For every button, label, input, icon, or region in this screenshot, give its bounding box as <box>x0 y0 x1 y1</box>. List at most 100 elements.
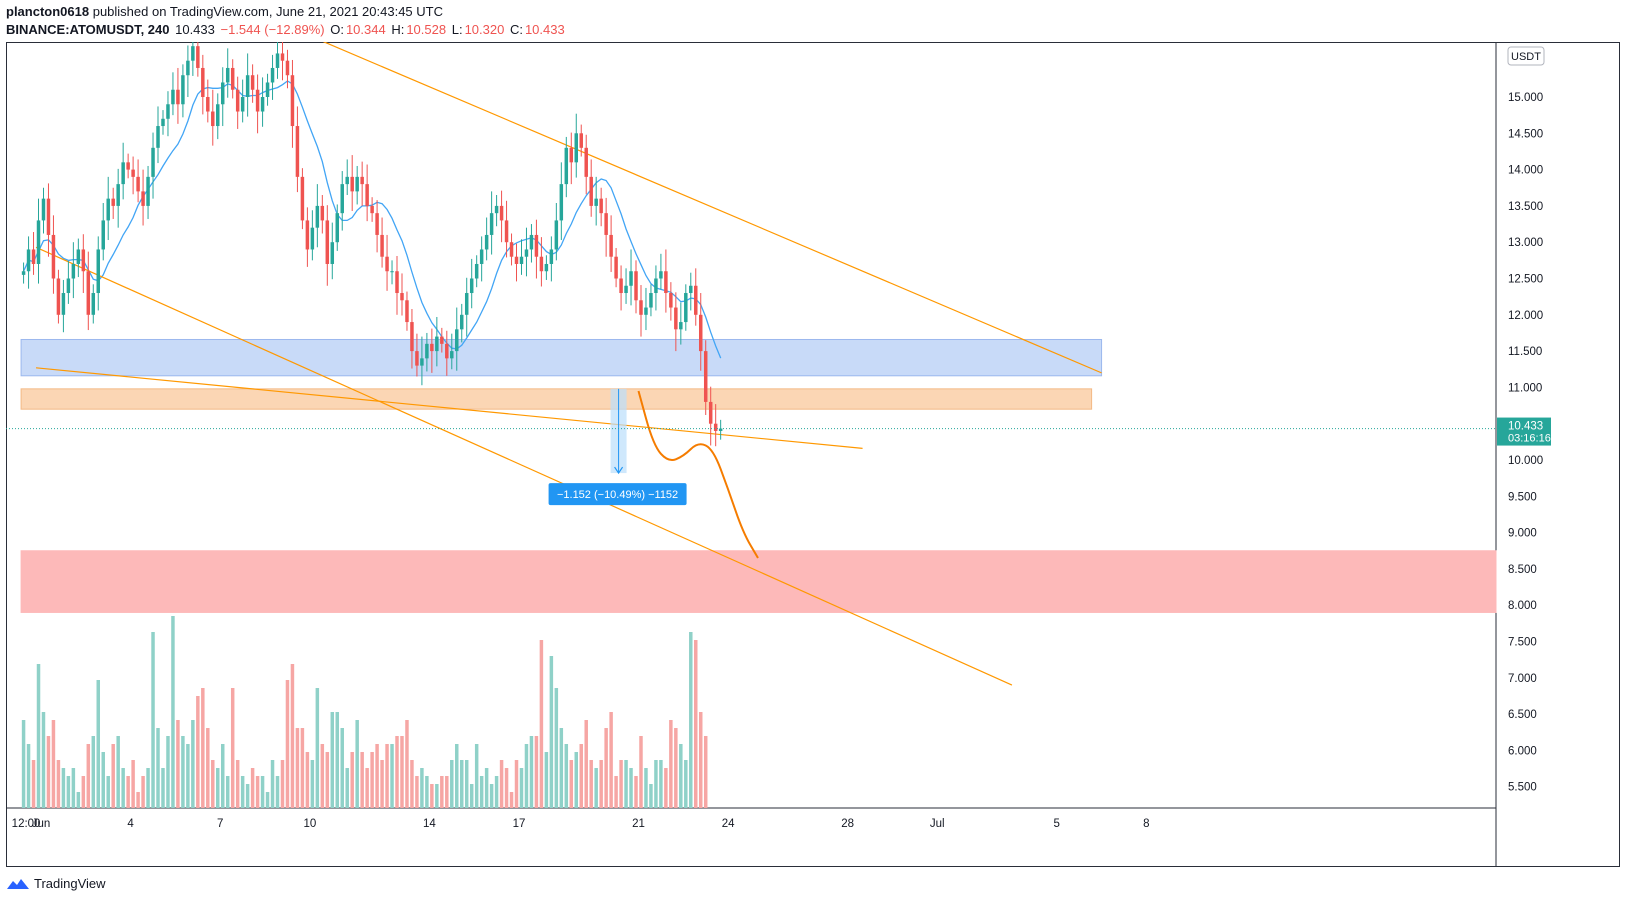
candle-body <box>584 147 588 177</box>
candle-body <box>240 97 245 112</box>
volume-bar <box>96 680 101 808</box>
unit-badge[interactable]: USDT <box>1507 46 1545 66</box>
volume-bar <box>146 768 150 808</box>
candle-body <box>509 242 514 257</box>
volume-bar <box>564 744 569 808</box>
volume-bar <box>196 696 200 808</box>
volume-bar <box>191 720 195 808</box>
low-value: 10.320 <box>464 22 505 37</box>
candle-body <box>71 263 76 279</box>
time-tick-label: 12:00 <box>12 818 41 830</box>
candle-body <box>554 220 559 250</box>
volume-bar <box>61 768 66 808</box>
candle-body <box>629 271 633 286</box>
candle-body <box>260 97 265 112</box>
tradingview-footer[interactable]: TradingView <box>6 876 106 891</box>
volume-bar <box>201 688 205 808</box>
volume-bar <box>669 720 673 808</box>
zone-target-red <box>20 550 1497 613</box>
volume-bar <box>290 664 295 808</box>
price-chart[interactable]: −1.152 (−10.49%) −1152 15.000 14.500 14.00… <box>6 42 1620 867</box>
candle-body <box>56 278 61 315</box>
candle-body <box>216 104 220 127</box>
candle-body <box>440 336 444 344</box>
volume-bar <box>166 736 170 808</box>
volume-bar <box>345 768 349 808</box>
volume-bar <box>569 760 574 808</box>
trendline-upper-descending <box>322 42 1102 374</box>
volume-bar <box>66 776 71 808</box>
candle-body <box>220 82 225 105</box>
volume-bar <box>36 664 41 808</box>
volume-bar <box>609 712 613 808</box>
price-tick-label: 14.000 <box>1508 165 1543 177</box>
volume-bar <box>494 776 499 808</box>
price-axis[interactable]: 15.000 14.500 14.000 13.500 13.000 12.500 12.0… <box>1497 92 1551 794</box>
candle-body <box>464 293 469 315</box>
candle-body <box>619 278 623 294</box>
candle-body <box>494 205 499 214</box>
volume-bar <box>131 760 135 808</box>
volume-bar <box>445 776 449 808</box>
volume-bar <box>240 776 245 808</box>
volume-bar <box>654 760 658 808</box>
volume-bar <box>260 776 265 808</box>
candle-body <box>649 293 653 308</box>
candle-body <box>171 89 175 105</box>
volume-bar <box>698 712 703 808</box>
author-name[interactable]: plancton0618 <box>6 4 90 19</box>
candle-body <box>664 271 668 294</box>
candle-body <box>66 278 71 294</box>
candle-body <box>275 53 280 68</box>
ohlc-legend: BINANCE:ATOMUSDT, 240 10.433 −1.544 (−12… <box>6 21 567 39</box>
candle-body <box>614 256 618 279</box>
candle-body <box>141 191 145 206</box>
candle-body <box>529 234 534 250</box>
candle-body <box>604 213 608 235</box>
zone-support-orange <box>20 388 1093 410</box>
candle-body <box>290 75 295 127</box>
volume-bar <box>91 736 96 808</box>
chart-border <box>6 42 1620 867</box>
volume-bar <box>220 744 225 808</box>
candle-body <box>121 162 125 185</box>
volume-bar <box>171 616 175 808</box>
candle-body <box>230 67 235 90</box>
candle-body <box>136 176 140 192</box>
candle-body <box>191 46 195 61</box>
measure-arrowhead <box>614 466 624 475</box>
volume-bar <box>305 752 310 808</box>
trendline-horizontal-support <box>35 367 863 449</box>
volume-bar <box>161 768 165 808</box>
price-tick-label: 13.000 <box>1508 237 1543 249</box>
volume-bar <box>51 720 56 808</box>
candle-body <box>36 220 41 264</box>
candle-body <box>405 300 409 323</box>
candle-body <box>390 271 394 273</box>
volume-bar <box>684 760 688 808</box>
volume-bar <box>255 776 260 808</box>
symbol-label[interactable]: BINANCE:ATOMUSDT, 240 <box>6 22 170 37</box>
volume-bar <box>86 744 91 808</box>
volume-bar <box>151 632 155 808</box>
volume-bar <box>116 736 120 808</box>
tradingview-brand: TradingView <box>34 876 106 891</box>
annotations[interactable]: −1.152 (−10.49%) −1152 <box>6 388 1496 559</box>
volume-bar <box>524 744 529 808</box>
volume-bar <box>440 776 444 808</box>
candle-body <box>255 89 260 112</box>
time-tick-label: 7 <box>217 818 223 830</box>
candle-body <box>534 234 539 257</box>
volume-bar <box>694 640 698 808</box>
volume-bar <box>639 736 643 808</box>
volume-bar <box>370 752 374 808</box>
candle-body <box>186 60 190 76</box>
candle-body <box>151 147 155 177</box>
candle-body <box>425 343 429 359</box>
candles <box>21 42 723 447</box>
volume-bar <box>644 768 648 808</box>
time-tick-label: 8 <box>1143 818 1149 830</box>
candle-body <box>31 249 36 264</box>
candle-body <box>395 271 399 294</box>
